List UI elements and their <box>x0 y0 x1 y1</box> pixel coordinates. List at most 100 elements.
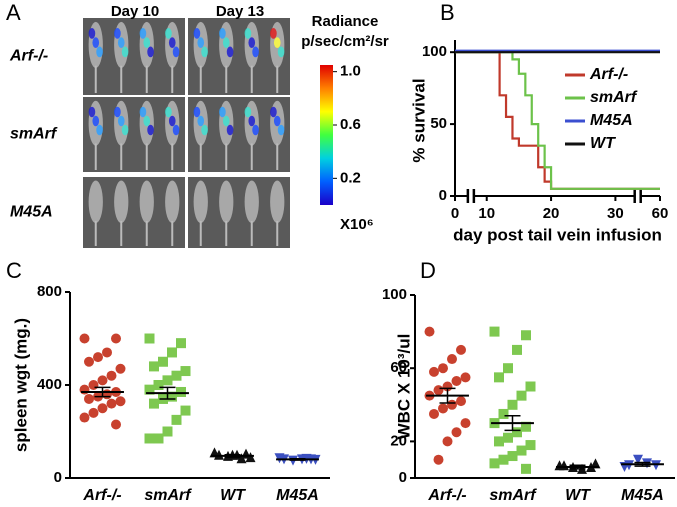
signal-blob <box>197 37 205 49</box>
sem-bar <box>159 386 176 400</box>
signal-blob <box>88 106 96 118</box>
signal-blob <box>172 124 180 136</box>
data-point <box>167 347 177 358</box>
data-point <box>84 393 94 404</box>
x-tick-label: 10 <box>478 205 495 222</box>
data-point <box>149 398 159 409</box>
data-point <box>451 427 462 438</box>
panel-label: D <box>420 258 436 283</box>
signal-blob <box>117 115 125 127</box>
column-label: Day 13 <box>216 3 264 20</box>
data-point <box>115 363 126 374</box>
data-point <box>111 333 121 344</box>
signal-blob <box>270 106 277 118</box>
y-tick-label: 60 <box>390 359 407 376</box>
x-tick-label: M45A <box>621 487 664 504</box>
x-tick-label: 60 <box>652 205 669 222</box>
sem-bar <box>504 415 521 432</box>
row-label: smArf <box>10 126 58 143</box>
x-tick-label: Arf-/- <box>427 487 466 504</box>
data-point <box>171 370 182 381</box>
signal-blob <box>226 46 234 58</box>
data-point <box>438 363 448 374</box>
data-point <box>214 449 224 460</box>
x-tick-label: Arf-/- <box>82 487 121 504</box>
image-panel <box>83 18 290 248</box>
data-point <box>171 414 182 425</box>
x-tick-label: 30 <box>607 205 624 222</box>
data-point <box>429 366 439 377</box>
data-point <box>162 375 173 386</box>
data-point <box>498 408 509 419</box>
signal-blob <box>219 106 226 118</box>
data-point <box>102 347 112 358</box>
data-point <box>525 381 536 392</box>
y-tick-label: 20 <box>390 432 407 449</box>
data-point <box>144 333 155 344</box>
data-point <box>507 451 518 462</box>
y-tick-label: 400 <box>37 376 62 393</box>
signal-blob <box>201 124 208 136</box>
row-label: M45A <box>10 204 53 221</box>
data-point <box>516 390 527 401</box>
data-point <box>442 436 453 447</box>
data-point <box>456 344 466 355</box>
signal-blob <box>172 46 180 58</box>
data-point <box>79 384 90 395</box>
data-point <box>176 386 186 397</box>
data-point <box>79 412 90 423</box>
signal-blob <box>165 28 172 39</box>
mouse-body <box>219 180 234 224</box>
legend-label: M45A <box>590 112 633 129</box>
data-point <box>516 445 527 456</box>
data-point <box>97 403 108 414</box>
colorbar-multiplier: X10⁶ <box>340 216 374 233</box>
signal-blob <box>96 46 103 58</box>
data-point <box>447 399 457 410</box>
data-point <box>153 380 164 390</box>
data-point <box>180 405 191 416</box>
y-tick-label: 0 <box>399 469 407 486</box>
data-point <box>433 385 444 396</box>
colorbar-tick-label: 0.6 <box>340 116 361 133</box>
signal-blob <box>121 124 129 136</box>
data-point <box>512 344 522 355</box>
panel-label: A <box>6 0 21 25</box>
sem-bar <box>569 464 586 470</box>
sem-bar <box>224 454 241 458</box>
signal-blob <box>114 106 121 118</box>
sem-bar <box>94 386 111 398</box>
data-point <box>149 361 159 372</box>
x-tick-label: 0 <box>451 205 459 222</box>
signal-blob <box>92 115 100 127</box>
signal-blob <box>222 115 230 127</box>
data-point <box>111 419 121 430</box>
signal-blob <box>277 46 285 58</box>
sem-bar <box>634 461 651 467</box>
mouse-body <box>193 180 208 224</box>
signal-blob <box>273 115 281 127</box>
signal-blob <box>147 124 154 136</box>
data-point <box>424 326 435 337</box>
signal-blob <box>197 115 205 127</box>
data-point <box>489 458 500 469</box>
signal-blob <box>168 115 176 127</box>
data-point <box>84 356 94 367</box>
y-tick-label: 100 <box>422 43 447 60</box>
colorbar-unit: p/sec/cm²/sr <box>301 33 389 50</box>
signal-blob <box>244 106 252 118</box>
signal-blob <box>248 37 256 49</box>
mouse-body <box>88 180 103 224</box>
data-point <box>503 363 513 374</box>
data-point <box>521 421 531 432</box>
x-tick-label: WT <box>220 487 246 504</box>
data-point <box>429 408 439 419</box>
x-tick-label: smArf <box>489 487 537 504</box>
signal-blob <box>193 28 201 39</box>
data-point <box>498 454 509 465</box>
signal-blob <box>273 37 281 49</box>
row-label: Arf-/- <box>9 48 48 65</box>
data-point <box>494 436 504 447</box>
y-tick-label: 0 <box>54 469 62 486</box>
